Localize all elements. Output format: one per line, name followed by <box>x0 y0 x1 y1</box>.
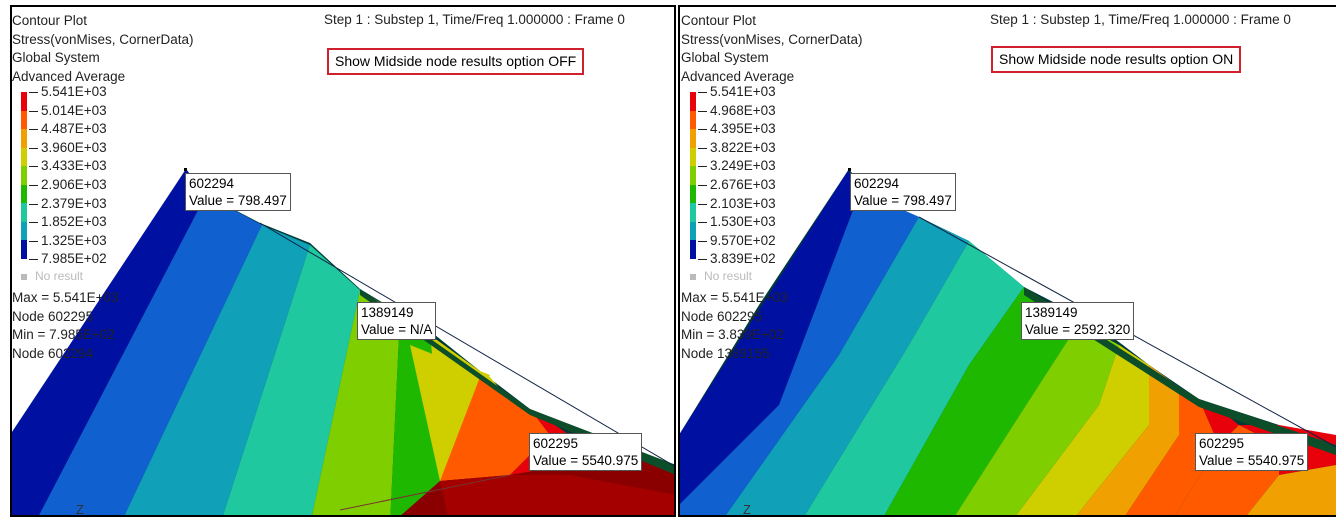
node-marker <box>848 168 851 171</box>
legend-swatches <box>21 92 27 259</box>
step-info-left: Step 1 : Substep 1, Time/Freq 1.000000 :… <box>324 12 625 27</box>
node-value: Value = 798.497 <box>189 193 287 208</box>
legend-value: 5.014E+03 <box>29 102 107 121</box>
no-result-entry: No result <box>690 269 752 283</box>
node-tag-1389149[interactable]: 1389149 Value = 2592.320 <box>1021 302 1135 340</box>
legend-value: 3.822E+03 <box>698 139 776 158</box>
header-line: Stress(vonMises, CornerData) <box>681 31 863 47</box>
header-line: Global System <box>681 50 769 65</box>
node-id: 602294 <box>854 176 900 191</box>
legend-values: 5.541E+03 5.014E+03 4.487E+03 3.960E+03 … <box>29 83 107 269</box>
axis-triad-label: Z <box>743 502 751 516</box>
stat-line: Node 1389155 <box>681 345 770 361</box>
header-line: Stress(vonMises, CornerData) <box>12 31 194 47</box>
node-id: 1389149 <box>361 305 414 320</box>
legend-value: 3.960E+03 <box>29 139 107 158</box>
min-max-stats-left: Max = 5.541E+03 Node 602295 Min = 7.985E… <box>12 289 119 363</box>
legend-value: 1.852E+03 <box>29 213 107 232</box>
legend-value: 2.103E+03 <box>698 195 776 214</box>
legend-swatches <box>690 92 696 259</box>
node-tag-602295[interactable]: 602295 Value = 5540.975 <box>529 433 643 471</box>
stat-line: Max = 5.541E+03 <box>12 290 119 305</box>
node-value: Value = 5540.975 <box>1199 453 1305 468</box>
header-line: Global System <box>12 50 100 65</box>
min-max-stats-right: Max = 5.541E+03 Node 602295 Min = 3.839E… <box>681 289 788 363</box>
node-value: Value = 5540.975 <box>533 453 639 468</box>
legend-value: 2.906E+03 <box>29 176 107 195</box>
legend-value: 4.395E+03 <box>698 120 776 139</box>
stat-line: Min = 3.839E+02 <box>681 327 784 342</box>
legend-value: 3.839E+02 <box>698 250 776 269</box>
result-header-right: Contour Plot Stress(vonMises, CornerData… <box>681 12 863 86</box>
node-id: 1389149 <box>1025 305 1078 320</box>
node-value: Value = N/A <box>361 322 433 337</box>
stat-line: Node 602295 <box>681 308 763 324</box>
header-line: Advanced Average <box>681 68 795 84</box>
contour-viewport-left[interactable]: Contour Plot Stress(vonMises, CornerData… <box>10 5 676 516</box>
midside-option-note-left: Show Midside node results option OFF <box>327 48 585 75</box>
node-tag-1389149[interactable]: 1389149 Value = N/A <box>357 302 437 340</box>
node-tag-602294[interactable]: 602294 Value = 798.497 <box>850 173 956 211</box>
no-result-label: No result <box>704 269 753 283</box>
legend-value: 1.325E+03 <box>29 232 107 251</box>
stat-line: Min = 7.985E+02 <box>12 327 115 342</box>
no-result-entry: No result <box>21 269 83 283</box>
stat-line: Max = 5.541E+03 <box>681 290 788 305</box>
legend-value: 5.541E+03 <box>29 83 107 102</box>
contour-viewport-right[interactable]: Contour Plot Stress(vonMises, CornerData… <box>679 5 1336 516</box>
node-marker <box>184 168 187 171</box>
stat-line: Node 602295 <box>12 308 94 324</box>
node-id: 602294 <box>189 176 235 191</box>
legend-value: 5.541E+03 <box>698 83 776 102</box>
mesh-render-left <box>10 169 676 516</box>
node-id: 602295 <box>533 436 579 451</box>
legend-value: 4.968E+03 <box>698 102 776 121</box>
legend-value: 3.433E+03 <box>29 157 107 176</box>
legend-value: 4.487E+03 <box>29 120 107 139</box>
no-result-swatch <box>21 273 27 280</box>
node-value: Value = 2592.320 <box>1025 322 1131 337</box>
node-value: Value = 798.497 <box>854 193 952 208</box>
legend-value: 2.676E+03 <box>698 176 776 195</box>
node-tag-602294[interactable]: 602294 Value = 798.497 <box>185 173 291 211</box>
legend-value: 9.570E+02 <box>698 232 776 251</box>
header-line: Contour Plot <box>12 13 88 28</box>
legend-value: 1.530E+03 <box>698 213 776 232</box>
axis-triad-label: Z <box>76 502 84 516</box>
no-result-label: No result <box>35 269 84 283</box>
legend-value: 7.985E+02 <box>29 250 107 269</box>
no-result-swatch <box>690 273 696 280</box>
header-line: Advanced Average <box>12 68 126 84</box>
step-info-right: Step 1 : Substep 1, Time/Freq 1.000000 :… <box>990 12 1291 27</box>
legend-values: 5.541E+03 4.968E+03 4.395E+03 3.822E+03 … <box>698 83 776 269</box>
legend-value: 3.249E+03 <box>698 157 776 176</box>
stat-line: Node 602294 <box>12 345 94 361</box>
result-header-left: Contour Plot Stress(vonMises, CornerData… <box>12 12 194 86</box>
midside-option-note-right: Show Midside node results option ON <box>991 46 1242 73</box>
mesh-render-right <box>679 169 1336 516</box>
node-tag-602295[interactable]: 602295 Value = 5540.975 <box>1195 433 1309 471</box>
legend-value: 2.379E+03 <box>29 195 107 214</box>
header-line: Contour Plot <box>681 13 757 28</box>
node-id: 602295 <box>1199 436 1245 451</box>
